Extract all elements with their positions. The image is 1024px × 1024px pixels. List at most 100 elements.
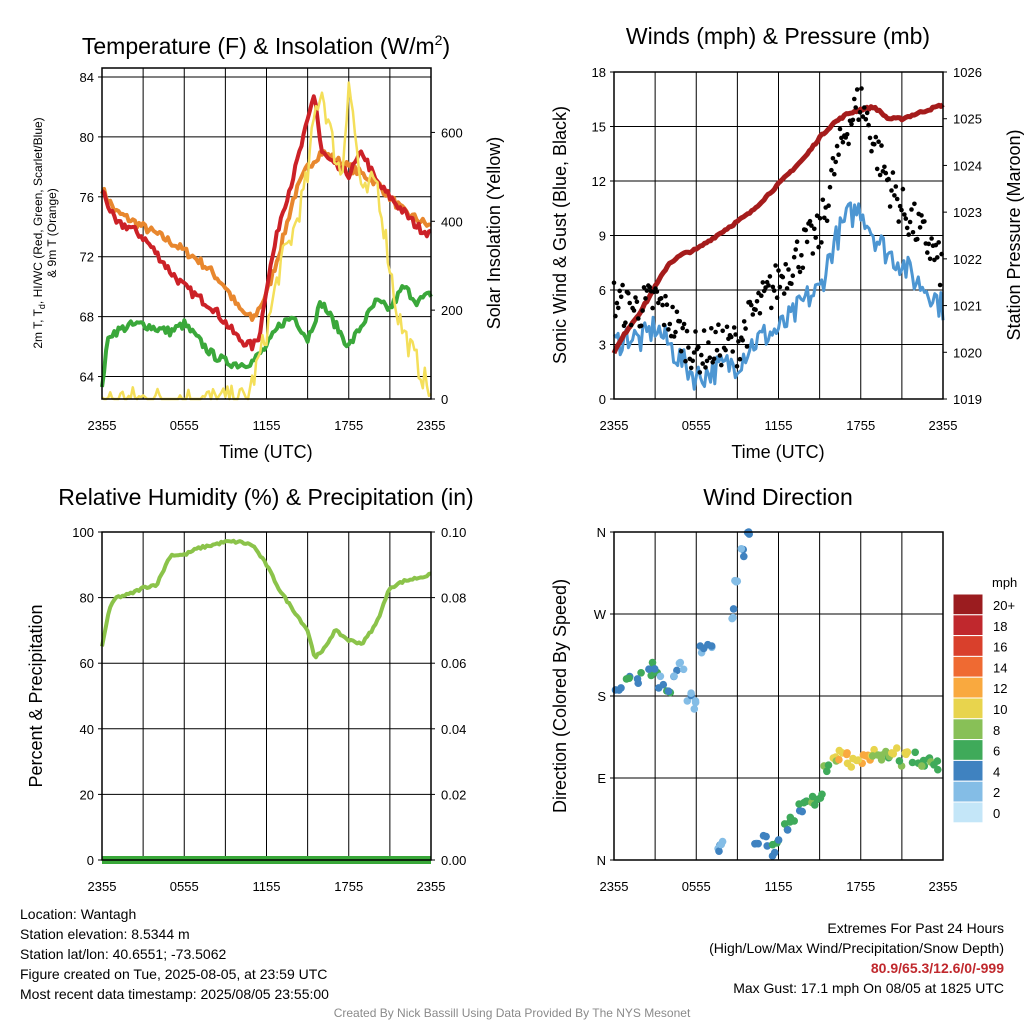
gust-point xyxy=(767,274,773,279)
direction-point xyxy=(664,687,673,695)
legend-label: 4 xyxy=(993,764,1000,779)
direction-point xyxy=(687,689,695,697)
y2-tick-label: 0.00 xyxy=(441,853,466,868)
y-tick-label: 84 xyxy=(80,70,94,85)
gust-point xyxy=(892,193,897,198)
direction-point xyxy=(870,745,878,754)
winds-series xyxy=(611,86,945,391)
gust-point xyxy=(769,305,774,311)
y-tick-label: 100 xyxy=(72,525,94,540)
gust-point xyxy=(743,326,748,331)
gust-point xyxy=(862,105,867,110)
gust-point xyxy=(716,322,721,328)
gust-point xyxy=(819,240,824,245)
gust-point xyxy=(799,253,804,258)
direction-point xyxy=(843,749,851,757)
legend-label: 0 xyxy=(993,806,1000,821)
extremes-values: 80.9/65.3/12.6/0/-999 xyxy=(870,960,1004,976)
gust-point xyxy=(664,302,670,308)
station-latlon: Station lat/lon: 40.6551; -73.5062 xyxy=(20,946,227,962)
gust-point xyxy=(729,334,734,340)
temperature-ylabel-left-2: & 9m T (Orange) xyxy=(45,188,59,278)
temperature-panel: Temperature (F) & Insolation (W/m2) 2355… xyxy=(31,32,504,462)
y-tick-label: 40 xyxy=(80,722,94,737)
direction-point xyxy=(617,684,625,692)
gust-point xyxy=(683,358,688,364)
temperature-xlabel: Time (UTC) xyxy=(219,442,312,462)
gust-point xyxy=(693,329,698,334)
gust-point xyxy=(643,296,648,301)
y2-tick-label: 1022 xyxy=(953,252,982,267)
direction-tick-label: E xyxy=(597,771,606,786)
x-tick-label: 1155 xyxy=(765,879,793,894)
gust-point xyxy=(812,226,817,232)
speed-legend: 20+ 18 16 14 12 10 8 6 4 2 0 xyxy=(952,593,1015,824)
x-tick-label: 1155 xyxy=(253,879,281,894)
gust-point xyxy=(641,285,647,290)
direction-point xyxy=(893,744,901,752)
gust-point xyxy=(707,355,713,361)
direction-point xyxy=(717,840,725,849)
gust-point xyxy=(741,319,747,324)
gust-point xyxy=(667,321,673,327)
gust-point xyxy=(856,117,861,122)
direction-point xyxy=(895,757,904,765)
station-info: Location: Wantagh Station elevation: 8.5… xyxy=(20,904,329,1004)
gust-point xyxy=(623,320,628,326)
y-tick-label: 6 xyxy=(599,283,606,298)
direction-tick-label: N xyxy=(597,525,606,540)
direction-point xyxy=(729,613,737,622)
gust-point xyxy=(688,365,694,371)
x-tick-label: 1755 xyxy=(334,418,363,433)
gust-point xyxy=(666,327,671,332)
direction-ylabel-left: Direction (Colored By Speed) xyxy=(550,579,570,813)
legend-swatch xyxy=(952,676,984,699)
gust-point xyxy=(937,282,943,288)
gust-point xyxy=(846,141,851,147)
gust-point xyxy=(684,328,690,334)
y-tick-label: 15 xyxy=(592,120,606,135)
gust-point xyxy=(680,325,685,331)
y-tick-label: 12 xyxy=(592,174,606,189)
legend-unit: mph xyxy=(992,575,1017,590)
gust-point xyxy=(830,156,836,161)
gust-point xyxy=(734,364,740,369)
gust-point xyxy=(903,216,909,221)
gust-point xyxy=(696,344,701,350)
gust-point xyxy=(650,305,655,311)
direction-point xyxy=(740,552,748,561)
legend-label: 16 xyxy=(993,640,1007,655)
legend-label: 10 xyxy=(993,702,1007,717)
direction-point xyxy=(800,798,808,807)
gust-point xyxy=(796,264,801,270)
gust-point xyxy=(922,219,927,224)
winds-grid xyxy=(614,72,943,399)
temperature-ylabel-left-1: 2m T, Td, HI/WC (Red, Green, Scarlet/Blu… xyxy=(31,117,47,348)
gust-point xyxy=(826,203,831,208)
gust-point xyxy=(656,300,661,306)
direction-point xyxy=(733,577,742,585)
gust-point xyxy=(628,322,634,328)
legend-swatch xyxy=(952,759,984,782)
direction-point xyxy=(882,747,890,756)
gust-point xyxy=(790,273,796,279)
temperature-ylabel-right: Solar Insolation (Yellow) xyxy=(484,137,504,329)
x-tick-label: 2355 xyxy=(88,418,117,433)
direction-point xyxy=(933,757,942,765)
direction-point xyxy=(679,665,688,674)
gust-point xyxy=(719,362,724,368)
y2-tick-label: 1021 xyxy=(953,299,982,314)
gust-point xyxy=(786,267,791,272)
y-tick-label: 80 xyxy=(80,591,94,606)
figure-created: Figure created on Tue, 2025-08-05, at 23… xyxy=(20,966,328,982)
x-tick-label: 1155 xyxy=(765,418,793,433)
y-tick-label: 60 xyxy=(80,656,94,671)
gust-point xyxy=(817,216,823,221)
recent-timestamp: Most recent data timestamp: 2025/08/05 2… xyxy=(20,986,329,1002)
extremes-legend: (High/Low/Max Wind/Precipitation/Snow De… xyxy=(709,940,1004,956)
legend-swatch xyxy=(952,635,984,657)
gust-point xyxy=(936,240,941,245)
legend-label: 6 xyxy=(993,744,1000,759)
humidity-frame xyxy=(101,531,432,861)
